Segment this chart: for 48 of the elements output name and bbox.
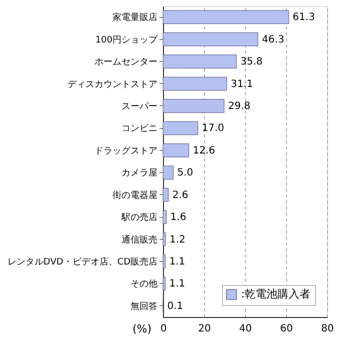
bar: [162, 166, 174, 180]
text: 0.1: [167, 300, 184, 312]
x-tick-label: 60: [280, 324, 293, 334]
bar: [162, 76, 227, 91]
bar: [162, 210, 166, 224]
text: 35.8: [240, 56, 263, 68]
text: 61.3: [292, 12, 315, 24]
x-axis-title: (%): [132, 322, 152, 336]
x-tick-label: 80: [321, 324, 334, 334]
text: 12.6: [192, 145, 216, 156]
y-tick-label: レンタルDVD・ビデオ店、CD販売店: [7, 256, 158, 268]
y-tick-label: ディスカウントストア: [68, 80, 158, 90]
text: 2.6: [172, 190, 188, 201]
bar: [162, 232, 166, 246]
text: 1.2: [169, 234, 186, 246]
bar: [162, 254, 166, 268]
bar: [162, 10, 289, 24]
y-tick-label: コンビニ: [122, 123, 158, 134]
text: 17.0: [202, 123, 224, 134]
y-tick-label: 通信販売: [122, 234, 158, 246]
y-tick-label: スーパー: [122, 102, 158, 112]
bar: [162, 276, 166, 291]
bar: [162, 54, 237, 68]
y-tick-label: カメラ屋: [122, 168, 158, 179]
text: 1.1: [169, 278, 186, 290]
text: 1.6: [170, 212, 186, 224]
y-tick-label: その他: [130, 278, 158, 290]
x-tick-label: 20: [198, 324, 211, 334]
text: 46.3: [262, 34, 284, 46]
bar: [162, 144, 190, 158]
y-tick-label: 家電量販店: [112, 12, 158, 24]
text: 31.1: [230, 78, 254, 90]
y-tick-label: 街の電器屋: [112, 190, 158, 201]
text: 5.0: [177, 168, 194, 179]
bar: [162, 32, 258, 46]
bar: [162, 121, 198, 136]
x-tick-label: 40: [239, 324, 252, 334]
text: 1.1: [169, 256, 186, 268]
y-tick-label: 無回答: [130, 300, 158, 312]
bar: [162, 99, 224, 113]
bar: [162, 188, 169, 202]
text: 29.8: [228, 100, 250, 112]
y-tick-label: ドラッグストア: [94, 145, 158, 156]
x-tick-label: 0: [160, 324, 167, 334]
y-tick-label: 駅の売店: [120, 212, 158, 224]
y-tick-label: ホームセンター: [94, 58, 158, 68]
y-tick-label: 100円ショップ: [95, 34, 158, 46]
legend-label: :乾電池購入者: [241, 288, 311, 300]
